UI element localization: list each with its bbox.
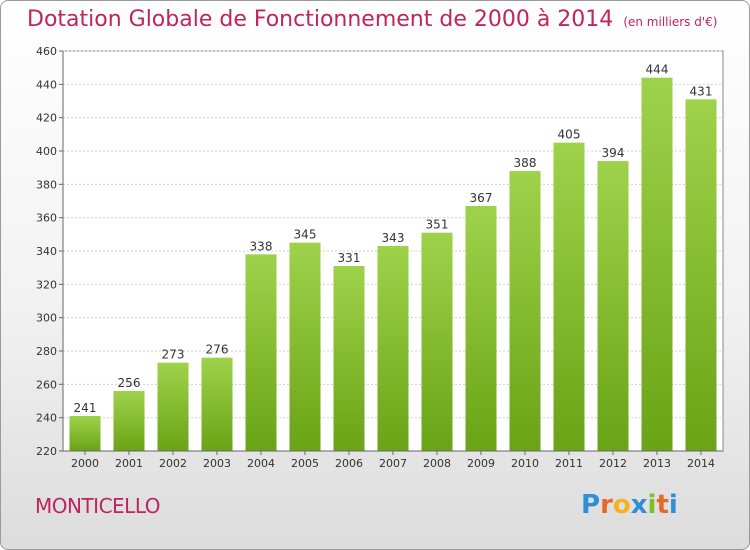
x-tick-label: 2009 bbox=[467, 457, 495, 470]
place-name: MONTICELLO bbox=[35, 494, 161, 518]
bar bbox=[333, 266, 365, 451]
proxiti-logo: Proxiti bbox=[581, 490, 678, 520]
data-label: 276 bbox=[206, 343, 229, 357]
y-tick-label: 400 bbox=[36, 145, 57, 158]
x-tick-label: 2006 bbox=[335, 457, 363, 470]
chart-title: Dotation Globale de Fonctionnement de 20… bbox=[27, 7, 717, 32]
x-tick-label: 2007 bbox=[379, 457, 407, 470]
data-label: 444 bbox=[646, 63, 669, 77]
y-tick-label: 260 bbox=[36, 378, 57, 391]
y-tick-label: 440 bbox=[36, 78, 57, 91]
data-label: 388 bbox=[514, 156, 537, 170]
data-label: 338 bbox=[250, 239, 273, 253]
y-tick-label: 240 bbox=[36, 412, 57, 425]
y-tick-label: 300 bbox=[36, 312, 57, 325]
data-label: 343 bbox=[382, 231, 405, 245]
y-tick-label: 420 bbox=[36, 112, 57, 125]
x-tick-label: 2008 bbox=[423, 457, 451, 470]
bar bbox=[641, 77, 673, 452]
data-label: 367 bbox=[470, 191, 493, 205]
logo-letter: o bbox=[612, 490, 631, 520]
x-tick-label: 2011 bbox=[555, 457, 583, 470]
bar bbox=[553, 142, 585, 451]
logo-letter: i bbox=[647, 490, 657, 520]
bar bbox=[69, 416, 101, 451]
data-label: 394 bbox=[602, 146, 625, 160]
y-tick-label: 460 bbox=[36, 45, 57, 58]
chart-subtitle: (en milliers d'€) bbox=[623, 15, 718, 29]
data-label: 405 bbox=[558, 128, 581, 142]
logo-letter: i bbox=[668, 490, 678, 520]
logo-letter: t bbox=[656, 490, 669, 520]
data-label: 273 bbox=[162, 348, 185, 362]
x-tick-label: 2014 bbox=[687, 457, 715, 470]
x-tick-label: 2005 bbox=[291, 457, 319, 470]
y-tick-label: 340 bbox=[36, 245, 57, 258]
data-label: 351 bbox=[426, 218, 449, 232]
y-tick-label: 380 bbox=[36, 178, 57, 191]
bar bbox=[289, 242, 321, 451]
x-tick-label: 2013 bbox=[643, 457, 671, 470]
bar bbox=[245, 254, 277, 451]
y-tick-label: 280 bbox=[36, 345, 57, 358]
x-tick-label: 2001 bbox=[115, 457, 143, 470]
y-tick-label: 320 bbox=[36, 278, 57, 291]
logo-letter: x bbox=[630, 490, 648, 520]
x-tick-label: 2003 bbox=[203, 457, 231, 470]
bar bbox=[201, 357, 233, 451]
data-label: 241 bbox=[74, 401, 97, 415]
bar bbox=[685, 99, 717, 451]
chart-title-text: Dotation Globale de Fonctionnement de 20… bbox=[27, 7, 614, 32]
x-tick-label: 2004 bbox=[247, 457, 275, 470]
bar bbox=[113, 391, 145, 451]
y-tick-label: 220 bbox=[36, 445, 57, 458]
data-label: 431 bbox=[690, 84, 713, 98]
x-tick-label: 2012 bbox=[599, 457, 627, 470]
data-label: 331 bbox=[338, 251, 361, 265]
data-label: 256 bbox=[118, 376, 141, 390]
x-tick-label: 2002 bbox=[159, 457, 187, 470]
logo-letter: P bbox=[581, 490, 601, 520]
data-label: 345 bbox=[294, 228, 317, 242]
bar bbox=[377, 246, 409, 451]
y-tick-label: 360 bbox=[36, 212, 57, 225]
x-tick-label: 2010 bbox=[511, 457, 539, 470]
bar bbox=[597, 161, 629, 451]
logo-letter: r bbox=[600, 490, 613, 520]
bar bbox=[421, 232, 453, 451]
x-tick-label: 2000 bbox=[71, 457, 99, 470]
bar bbox=[157, 362, 189, 451]
bar bbox=[509, 171, 541, 451]
bar bbox=[465, 206, 497, 451]
